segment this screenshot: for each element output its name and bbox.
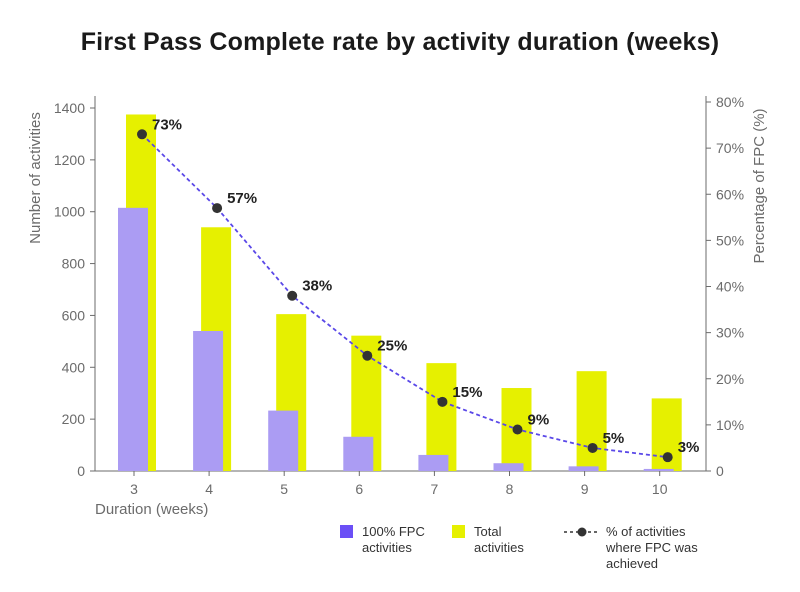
y2-tick-label: 20% [716,371,744,387]
bar-total [426,363,457,471]
pct-point [587,442,598,453]
y2-tick-label: 0 [716,463,724,479]
bar-fpc [193,330,224,471]
bar-fpc [493,463,524,471]
chart-title: First Pass Complete rate by activity dur… [80,28,720,56]
bar-fpc [343,436,374,471]
x-tick-label: 7 [431,481,439,497]
legend-swatch-fpc [340,525,353,538]
pct-point [212,203,223,214]
pct-point [137,129,147,140]
x-axis-title: Duration (weeks) [95,501,208,518]
pct-point [287,290,298,301]
bar-fpc [568,466,599,471]
x-tick-label: 9 [581,481,589,497]
pct-point [362,350,373,361]
pct-data-label: 25% [377,338,407,355]
pct-point [437,396,448,407]
y2-tick-label: 60% [716,186,744,202]
legend-label-pct: % of activities where FPC was achieved [606,524,698,571]
pct-series-line [141,133,668,459]
x-tick-label: 8 [506,481,514,497]
pct-data-label: 15% [452,384,482,401]
pct-data-label: 38% [302,278,332,295]
y-tick-label: 1000 [54,204,85,220]
y-tick-label: 800 [62,256,86,272]
y-tick-label: 0 [77,463,85,479]
x-tick-label: 6 [355,481,363,497]
y-tick-label: 400 [62,359,86,375]
y2-tick-label: 30% [716,325,744,341]
y-tick-label: 200 [62,411,86,427]
y2-tick-label: 50% [716,232,744,248]
x-tick-label: 3 [130,481,138,497]
bar-fpc [268,410,299,471]
pct-data-label: 73% [152,116,182,133]
bar-fpc [418,454,449,471]
bar-fpc [643,468,674,471]
y-tick-label: 1200 [54,152,85,168]
x-tick-label: 5 [280,481,288,497]
bar-total [576,371,607,471]
y-tick-label: 1400 [54,100,85,116]
y2-tick-label: 70% [716,140,744,156]
legend-label-total: Total activities [474,524,524,555]
y2-tick-label: 80% [716,94,744,110]
y-axis-title: Number of activities [27,112,44,244]
y2-tick-label: 10% [716,417,744,433]
y2-axis-title: Percentage of FPC (%) [751,108,768,263]
pct-data-label: 3% [678,439,700,456]
x-tick-label: 4 [205,481,213,497]
pct-data-label: 5% [603,430,625,447]
legend-swatch-total [452,525,465,538]
pct-point [662,452,673,463]
bar-fpc [118,207,148,471]
pct-point [512,424,523,435]
pct-data-label: 57% [227,190,257,207]
y-tick-label: 600 [62,307,86,323]
x-tick-label: 10 [652,481,668,497]
pct-data-label: 9% [528,411,550,428]
y2-tick-label: 40% [716,279,744,295]
legend-label-fpc: 100% FPC activities [362,524,425,555]
legend-line-marker [564,527,600,537]
